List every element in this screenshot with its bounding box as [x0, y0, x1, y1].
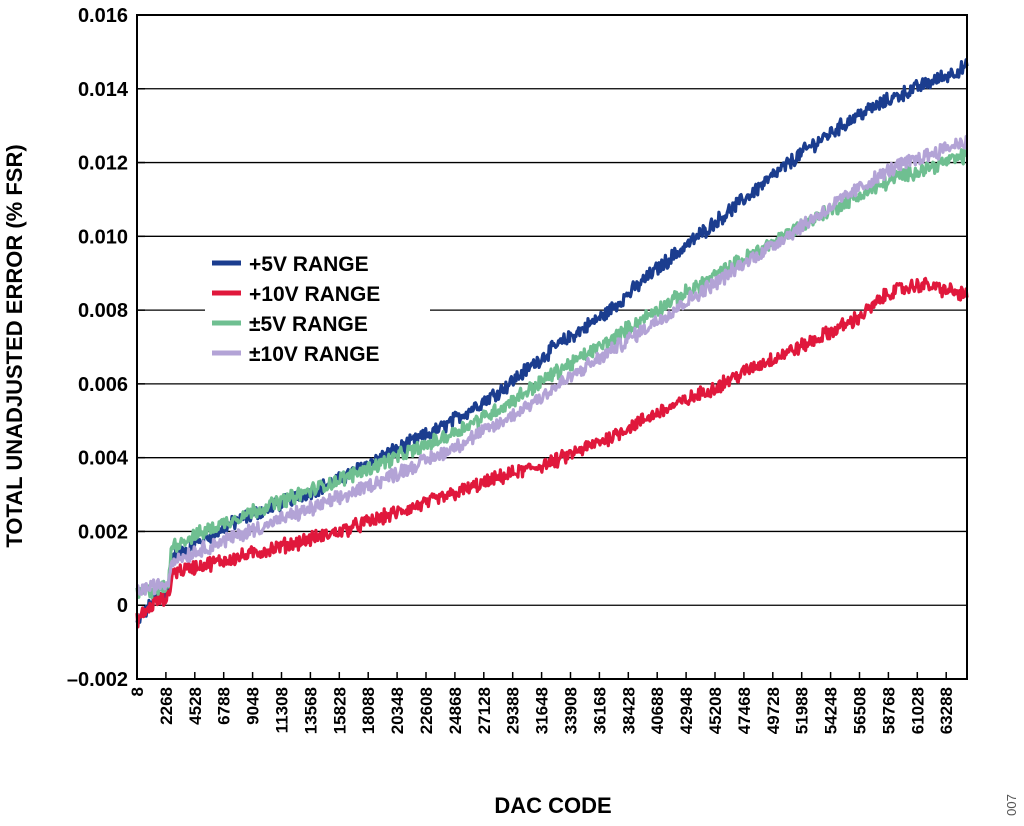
series-layer: [135, 58, 969, 629]
x-tick-label: 29388: [504, 687, 523, 734]
x-tick-label: 38428: [619, 687, 638, 734]
x-tick-label: 61028: [908, 687, 927, 734]
x-tick-label: 20348: [388, 687, 407, 734]
y-tick-label: 0.002: [78, 521, 128, 543]
x-tick-label: 8: [128, 687, 147, 696]
x-tick-label: 54248: [822, 687, 841, 734]
x-tick-label: 15828: [330, 687, 349, 734]
x-tick-label: 56508: [851, 687, 870, 734]
x-tick-label: 51988: [793, 687, 812, 734]
y-tick-label: 0.016: [78, 5, 128, 27]
x-tick-label: 9048: [244, 687, 263, 725]
x-tick-label: 36168: [590, 687, 609, 734]
legend-background: [205, 244, 430, 372]
y-tick-label: –0.002: [67, 669, 128, 691]
x-axis-title: DAC CODE: [494, 793, 611, 818]
legend-label: +5V RANGE: [249, 253, 369, 276]
y-axis-ticks: –0.002 0 0.002 0.004 0.006 0.008 0.010 0.012 0.0…: [67, 5, 145, 691]
x-tick-label: 4528: [186, 687, 205, 725]
x-tick-label: 58768: [879, 687, 898, 734]
x-tick-label: 6788: [215, 687, 234, 725]
y-tick-label: 0.004: [78, 448, 129, 470]
x-tick-label: 27128: [475, 687, 494, 734]
x-tick-label: 18088: [359, 687, 378, 734]
x-tick-label: 42948: [677, 687, 696, 734]
legend-label: +10V RANGE: [249, 283, 380, 306]
x-tick-label: 33908: [562, 687, 581, 734]
x-tick-label: 2268: [157, 687, 176, 725]
y-axis-title: TOTAL UNADJUSTED ERROR (% FSR): [2, 144, 27, 547]
legend-label: ±5V RANGE: [249, 313, 368, 336]
x-tick-label: 47468: [735, 687, 754, 734]
figure-id: 007: [1004, 794, 1019, 816]
x-tick-label: 31648: [533, 687, 552, 734]
y-tick-label: 0.006: [78, 374, 128, 396]
x-tick-label: 49728: [764, 687, 783, 734]
x-tick-label: 45208: [706, 687, 725, 734]
legend: +5V RANGE +10V RANGE ±5V RANGE ±10V RANGE: [205, 244, 430, 372]
x-tick-label: 24868: [446, 687, 465, 734]
series-line-3: [136, 134, 968, 596]
y-tick-label: 0: [117, 595, 128, 617]
x-tick-label: 63288: [937, 687, 956, 734]
legend-label: ±10V RANGE: [249, 343, 380, 366]
x-tick-label: 40688: [648, 687, 667, 734]
y-tick-label: 0.008: [78, 300, 128, 322]
x-axis-ticks: 8 2268 4528 6788 9048 11308 13568 15828 18088 203…: [128, 672, 956, 734]
y-tick-label: 0.010: [78, 226, 128, 248]
x-tick-label: 13568: [301, 687, 320, 734]
x-tick-label: 22608: [417, 687, 436, 734]
x-tick-label: 11308: [273, 687, 292, 733]
y-tick-label: 0.014: [78, 79, 129, 101]
series-line-1: [135, 276, 969, 629]
plot-frame: [136, 14, 968, 680]
y-tick-label: 0.012: [78, 153, 128, 175]
